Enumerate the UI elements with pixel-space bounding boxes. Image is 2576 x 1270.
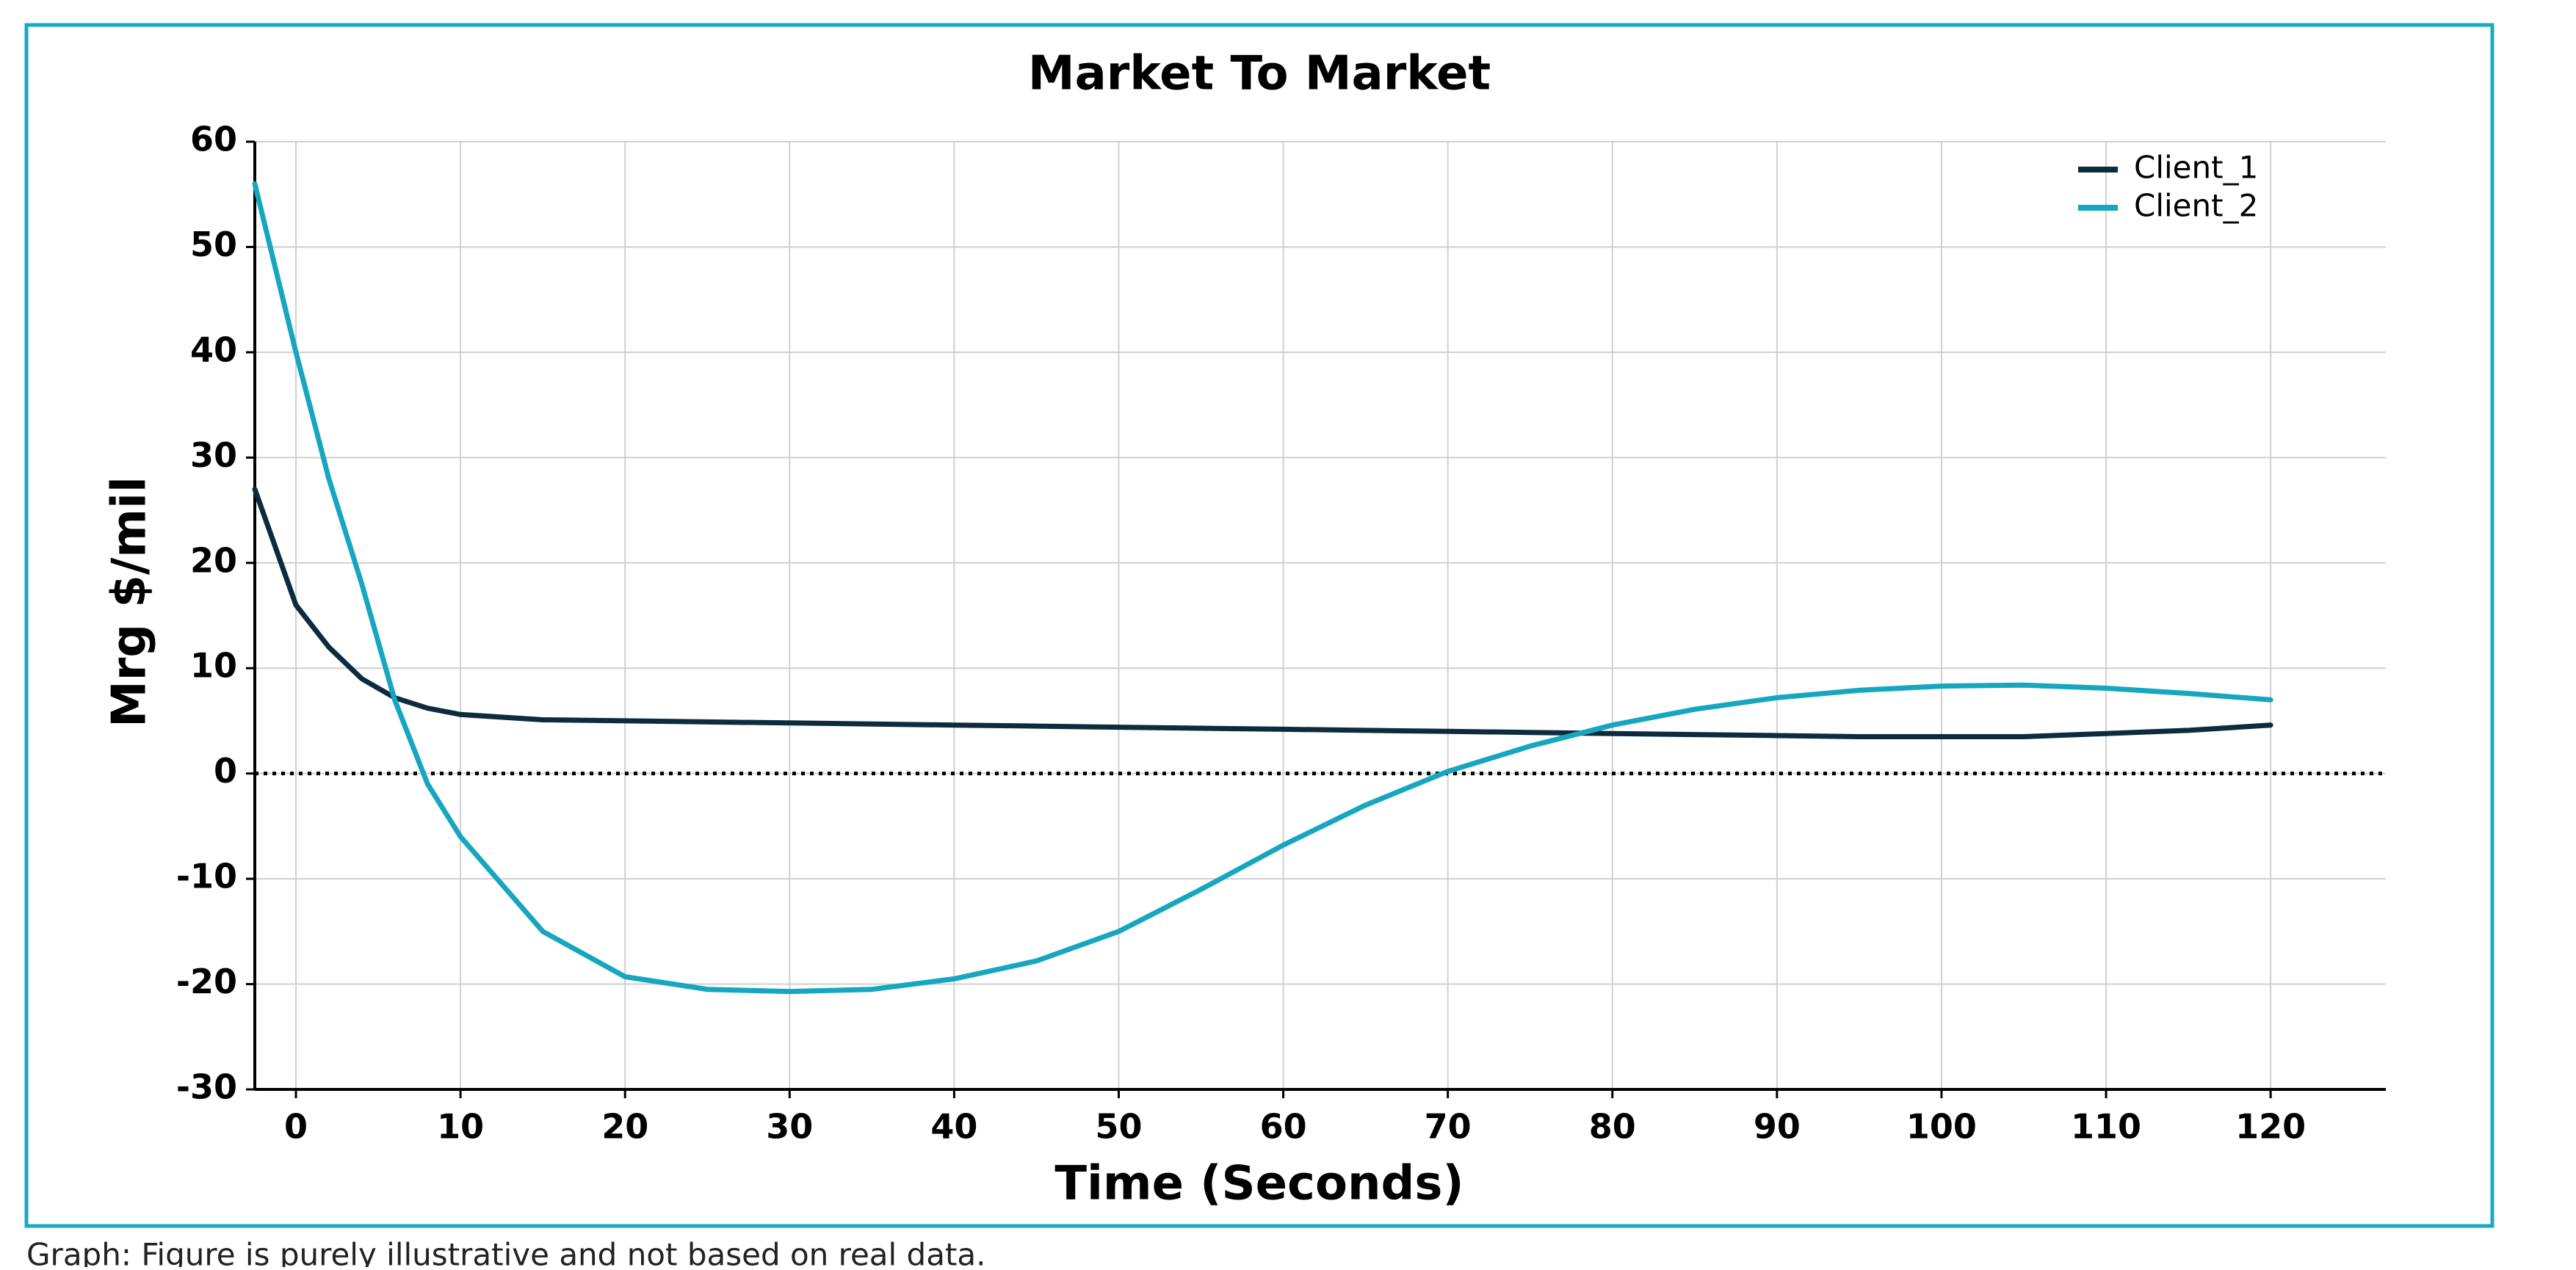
y-tick-label: 20 [190, 540, 237, 580]
x-tick-label: 10 [437, 1107, 484, 1147]
y-axis-title: Mrg $/mil [103, 476, 157, 727]
chart-frame [24, 23, 2494, 1228]
x-tick-label: 50 [1095, 1107, 1142, 1147]
x-tick-label: 40 [930, 1107, 977, 1147]
chart-title: Market To Market [1028, 47, 1491, 101]
x-tick-label: 0 [284, 1107, 308, 1147]
legend-label: Client_1 [2134, 150, 2258, 186]
series-line [252, 486, 2273, 739]
x-tick-label: 90 [1754, 1107, 1801, 1147]
series-line [252, 181, 2273, 995]
x-axis-title: Time (Seconds) [1054, 1157, 1464, 1211]
y-tick-label: -30 [176, 1067, 237, 1107]
x-tick-label: 120 [2235, 1107, 2306, 1147]
x-tick-label: 70 [1425, 1107, 1472, 1147]
legend-label: Client_2 [2134, 188, 2258, 224]
x-tick-label: 110 [2071, 1107, 2141, 1147]
x-tick-label: 100 [1906, 1107, 1977, 1147]
y-tick-label: 0 [214, 751, 237, 791]
x-tick-label: 60 [1260, 1107, 1307, 1147]
y-tick-label: 40 [190, 330, 237, 369]
x-tick-label: 30 [766, 1107, 813, 1147]
y-tick-label: 10 [190, 646, 237, 686]
y-tick-label: 60 [190, 120, 237, 159]
x-tick-label: 20 [601, 1107, 648, 1147]
y-tick-label: 30 [190, 435, 237, 475]
caption: Graph: Figure is purely illustrative and… [26, 1237, 986, 1268]
x-tick-label: 80 [1589, 1107, 1636, 1147]
y-tick-label: -10 [176, 857, 237, 896]
y-tick-label: -20 [176, 962, 237, 1001]
y-tick-label: 50 [190, 225, 237, 264]
